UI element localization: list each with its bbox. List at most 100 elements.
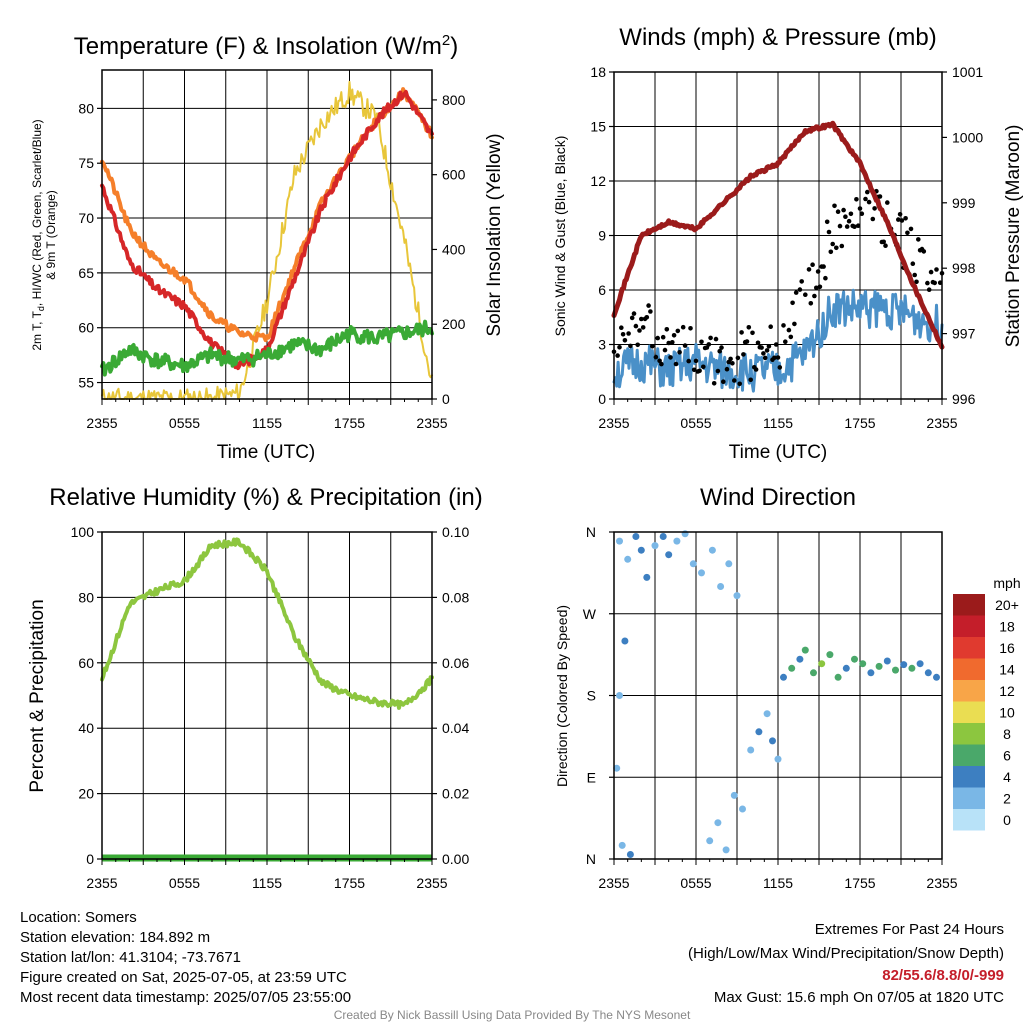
- gust-point: [626, 331, 631, 336]
- station-info: Location: Somers Station elevation: 184.…: [20, 909, 351, 1006]
- y-tick-label: 60: [78, 320, 94, 336]
- gust-point: [706, 342, 712, 347]
- y-tick-label: 0: [86, 851, 94, 867]
- wind-direction-point: [859, 660, 867, 668]
- legend-title: mph: [993, 575, 1020, 591]
- gust-point: [824, 219, 830, 225]
- y-tick-label: 3: [598, 337, 606, 353]
- wind-direction-point: [818, 660, 826, 668]
- gust-point: [660, 334, 666, 340]
- y-tick-label: 40: [78, 720, 94, 736]
- legend-label: 2: [1003, 791, 1011, 807]
- y2-tick-label: 1000: [952, 129, 983, 145]
- gust-point: [797, 287, 803, 292]
- extremes-info: Extremes For Past 24 Hours (High/Low/Max…: [688, 921, 1004, 1006]
- gust-point: [852, 224, 857, 229]
- gust-point: [675, 328, 681, 334]
- info-latlon: Station lat/lon: 41.3104; -73.7671: [20, 949, 241, 966]
- gust-point: [826, 229, 832, 235]
- gust-point: [812, 293, 817, 299]
- gust-point: [854, 197, 859, 202]
- x-tick-label: 2355: [86, 415, 117, 431]
- gust-point: [750, 330, 755, 336]
- temperature-title: Temperature (F) & Insolation (W/m2): [74, 32, 458, 60]
- gust-point: [828, 249, 834, 255]
- info-created: Figure created on Sat, 2025-07-05, at 23…: [20, 969, 347, 986]
- pressure-ylabel: Station Pressure (Maroon): [1003, 125, 1024, 348]
- x-tick-label: 1755: [334, 875, 365, 891]
- y-tick-label: 70: [78, 210, 94, 226]
- legend-label: 12: [999, 683, 1015, 699]
- x-tick-label: 1155: [763, 415, 793, 431]
- direction-tick-label: N: [586, 851, 596, 867]
- gust-point: [806, 267, 812, 272]
- gust-point: [759, 345, 764, 350]
- info-elevation: Station elevation: 184.892 m: [20, 929, 210, 946]
- y-tick-label: 60: [78, 655, 94, 671]
- gust-point: [883, 243, 888, 248]
- wind-direction-point: [725, 560, 733, 568]
- gust-point: [835, 209, 841, 214]
- y2-tick-label: 0.08: [442, 589, 469, 605]
- gust-point: [686, 358, 691, 364]
- gust-point: [817, 284, 823, 290]
- y2-tick-label: 1001: [952, 64, 983, 80]
- legend-swatch: [953, 637, 985, 659]
- gust-point: [808, 301, 814, 306]
- gust-point: [783, 339, 788, 345]
- gust-point: [711, 381, 717, 386]
- x-tick-label: 0555: [169, 875, 200, 891]
- gust-point: [843, 214, 848, 219]
- x-tick-label: 2355: [416, 415, 447, 431]
- gust-point: [768, 324, 773, 330]
- legend-label: 20+: [995, 597, 1019, 613]
- gust-point: [872, 206, 877, 211]
- wind-direction-point: [665, 551, 673, 559]
- gust-point: [844, 224, 850, 229]
- gust-point: [899, 218, 905, 223]
- gust-point: [715, 368, 721, 374]
- gust-point: [639, 316, 644, 322]
- wind-direction-point: [689, 560, 697, 568]
- gust-point: [839, 243, 845, 249]
- wind-direction-point: [632, 533, 640, 540]
- gust-point: [664, 327, 670, 332]
- wind-direction-point: [810, 669, 817, 677]
- solar-insolation-line: [101, 80, 433, 400]
- wind-direction-point: [763, 710, 771, 718]
- extremes-subtitle: (High/Low/Max Wind/Precipitation/Snow De…: [688, 945, 1004, 962]
- x-tick-label: 0555: [680, 415, 711, 431]
- gust-point: [803, 292, 808, 298]
- wind-direction-point: [842, 664, 850, 672]
- wind-direction-point: [717, 583, 725, 590]
- legend-swatch: [953, 701, 985, 723]
- winds-ticks: 0 3 6 9 12 15 18 996 997 998 999 1000 1001 2355 0555 11…: [590, 64, 983, 431]
- legend-swatch: [953, 766, 985, 788]
- x-tick-label: 2355: [926, 415, 957, 431]
- x-tick-label: 2355: [598, 415, 629, 431]
- gust-point: [753, 367, 759, 372]
- x-tick-label: 0555: [169, 415, 200, 431]
- x-tick-label: 1155: [252, 875, 282, 891]
- temperature-panel: Temperature (F) & Insolation (W/m2) 55 60…: [30, 32, 505, 463]
- gust-point: [668, 355, 673, 360]
- wind-direction-point: [730, 791, 738, 799]
- gust-point: [775, 355, 781, 360]
- gust-point: [730, 361, 735, 366]
- gust-point: [928, 269, 934, 275]
- temperature-ylabel-line2: & 9m T (Orange): [44, 190, 58, 280]
- legend-swatch: [953, 787, 985, 809]
- y2-tick-label: 600: [442, 167, 466, 183]
- wind-direction-point: [908, 664, 916, 672]
- gust-point: [680, 324, 686, 330]
- y2-tick-label: 200: [442, 316, 466, 332]
- legend-swatch: [953, 744, 985, 766]
- gust-point: [717, 348, 722, 354]
- direction-tick-label: E: [587, 769, 596, 785]
- gust-point: [866, 199, 872, 205]
- wind-direction-point: [796, 655, 804, 663]
- gust-point: [823, 275, 828, 281]
- gust-point: [934, 267, 939, 272]
- y-tick-label: 80: [78, 100, 94, 116]
